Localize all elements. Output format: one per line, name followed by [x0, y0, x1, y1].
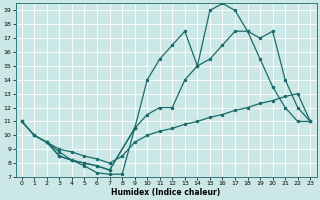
X-axis label: Humidex (Indice chaleur): Humidex (Indice chaleur) — [111, 188, 221, 197]
